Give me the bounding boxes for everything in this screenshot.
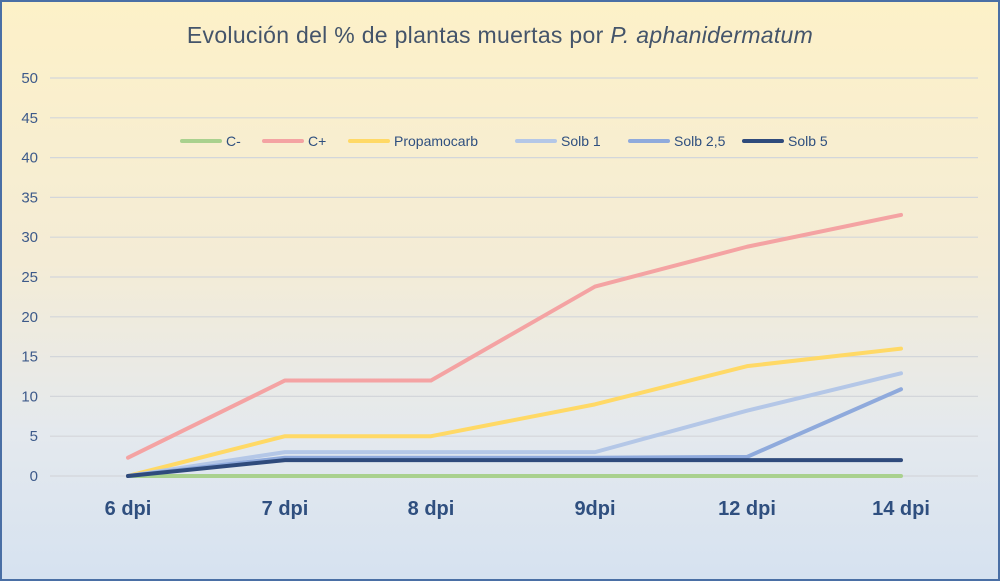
legend-label: C- — [226, 133, 241, 149]
y-tick-label: 0 — [30, 468, 38, 485]
series-line-3 — [126, 371, 903, 478]
y-tick-label: 50 — [21, 70, 38, 87]
chart-title-species: P. aphanidermatum — [610, 22, 814, 48]
series-lines — [126, 212, 903, 478]
chart-title-main: Evolución del % de plantas muertas por — [186, 22, 611, 48]
x-tick-label: 14 dpi — [872, 498, 930, 520]
y-tick-label: 45 — [21, 110, 38, 127]
y-axis-ticks: 0 5 10 15 20 25 30 35 40 45 50 — [21, 70, 38, 485]
x-tick-label: 12 dpi — [718, 498, 776, 520]
y-tick-label: 30 — [21, 229, 38, 246]
x-tick-label: 9dpi — [574, 498, 615, 520]
chart-title: Evolución del % de plantas muertas por P… — [2, 22, 998, 49]
y-tick-label: 15 — [21, 349, 38, 366]
x-tick-label: 7 dpi — [262, 498, 309, 520]
y-tick-label: 20 — [21, 309, 38, 326]
legend-label: Solb 1 — [561, 133, 601, 149]
legend-label: C+ — [308, 133, 326, 149]
series-line-1 — [126, 212, 903, 460]
series-line-2 — [126, 346, 903, 478]
x-axis-ticks: 6 dpi 7 dpi 8 dpi 9dpi 12 dpi 14 dpi — [105, 498, 930, 520]
series-line-5 — [126, 458, 903, 478]
y-tick-label: 5 — [30, 428, 38, 445]
x-tick-label: 6 dpi — [105, 498, 152, 520]
legend-label: Solb 2,5 — [674, 133, 726, 149]
y-tick-label: 25 — [21, 269, 38, 286]
y-tick-label: 40 — [21, 150, 38, 167]
y-tick-label: 10 — [21, 388, 38, 405]
legend: C- C+ Propamocarb Solb 1 Solb 2,5 Solb 5 — [180, 133, 828, 149]
legend-label: Propamocarb — [394, 133, 478, 149]
legend-label: Solb 5 — [788, 133, 828, 149]
x-tick-label: 8 dpi — [408, 498, 455, 520]
y-tick-label: 35 — [21, 189, 38, 206]
